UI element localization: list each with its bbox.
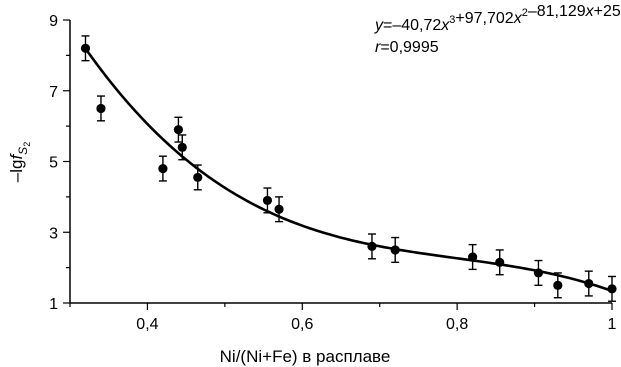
y-axis-title-subsub: 2 [22, 142, 32, 147]
point-marker [177, 142, 187, 152]
y-tick-label: 3 [49, 225, 58, 242]
fit-r-label: r=0,9995 [375, 39, 439, 56]
point-marker [468, 252, 478, 262]
point-marker [495, 257, 505, 267]
y-axis-title-base: –lg [7, 160, 26, 183]
equation-part: x [440, 17, 450, 34]
y-tick-label: 9 [49, 13, 58, 30]
point-marker [390, 245, 400, 255]
point-marker [96, 103, 106, 114]
y-tick-label: 5 [49, 155, 58, 172]
fit-equation: y=–40,72x3+97,702x2–81,129x+25,486 [374, 3, 621, 34]
r-value: =0,9995 [380, 39, 438, 56]
equation-part: +97,702 [455, 10, 513, 27]
point-marker [607, 284, 617, 294]
equation-part: x [513, 10, 523, 27]
fit-curve-layer [84, 47, 613, 293]
equation-part: =–40,72 [383, 17, 441, 34]
equation-part: 3 [449, 14, 455, 26]
data-point [193, 164, 203, 191]
data-point [607, 275, 617, 302]
point-marker [533, 268, 544, 278]
point-marker [367, 241, 377, 251]
data-point [274, 196, 284, 223]
fit-curve [84, 47, 613, 293]
y-tick-label: 7 [49, 84, 58, 101]
x-tick-label: 1 [608, 316, 617, 333]
equation-part: x [585, 3, 595, 20]
y-axis-title: –lgfS2 [7, 142, 32, 182]
y-tick-label: 1 [49, 296, 58, 313]
data-point [533, 259, 544, 287]
point-marker [274, 204, 284, 214]
y-axis-title-sub: S [16, 147, 30, 155]
point-marker [80, 43, 91, 53]
data-point [390, 236, 400, 264]
point-marker [553, 280, 563, 290]
data-point [96, 95, 106, 122]
data-point [367, 233, 377, 260]
data-point [468, 243, 478, 271]
equation-part: –81,129 [528, 3, 586, 20]
point-marker [158, 163, 168, 174]
data-point [80, 35, 91, 62]
r-symbol: r [375, 39, 381, 56]
x-tick-label: 0,4 [136, 316, 158, 333]
data-points-layer [80, 35, 617, 302]
data-point [177, 134, 187, 161]
data-point [584, 270, 594, 297]
point-marker [173, 125, 183, 135]
equation-part: y [374, 17, 384, 34]
y-axis-title-var: f [7, 153, 26, 160]
data-point [495, 249, 505, 276]
point-marker [193, 172, 203, 183]
data-point [173, 116, 183, 143]
axes: 1 3 5 7 9 0,4 0,6 0,8 1 [49, 13, 616, 333]
equation-part: +25,486 [594, 3, 621, 20]
x-axis-title: Ni/(Ni+Fe) в расплаве [220, 347, 391, 366]
equation-part: 2 [522, 7, 528, 19]
point-marker [262, 195, 273, 206]
data-point [553, 272, 563, 299]
x-tick-label: 0,6 [291, 316, 313, 333]
point-marker [584, 278, 594, 289]
data-point [158, 155, 168, 182]
x-tick-label: 0,8 [446, 316, 468, 333]
data-point [262, 187, 273, 214]
